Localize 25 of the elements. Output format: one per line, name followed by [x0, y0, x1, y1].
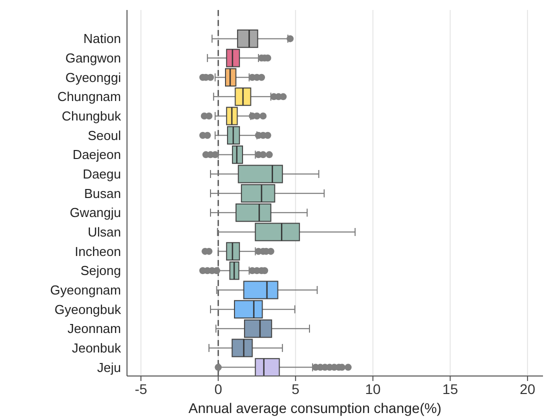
x-tick-label: 10: [365, 381, 381, 397]
y-tick-label: Seoul: [88, 128, 122, 143]
y-tick-label: Gangwon: [65, 50, 121, 66]
y-tick-label: Sejong: [80, 263, 121, 278]
y-tick-label: Daejeon: [72, 147, 121, 162]
y-tick-label: Ulsan: [88, 224, 121, 240]
y-tick-label: Incheon: [74, 244, 121, 259]
x-tick-label: 5: [292, 381, 300, 397]
y-tick-label: Gwangju: [70, 205, 121, 220]
y-tick-label: Gyeongbuk: [54, 302, 122, 317]
x-tick-label: 0: [214, 381, 222, 397]
x-tick-label: -5: [134, 381, 148, 397]
y-tick-label: Jeonbuk: [72, 340, 122, 356]
y-tick-label: Daegu: [82, 166, 121, 182]
y-tick-label: Gyeonggi: [65, 70, 122, 85]
y-tick-label: Nation: [83, 31, 121, 46]
y-tick-label: Jeju: [97, 360, 121, 375]
y-tick-label: Chungbuk: [62, 108, 122, 124]
y-tick-label: Gyeongnam: [50, 282, 121, 298]
y-tick-label: Busan: [84, 186, 121, 201]
y-tick-label: Jeonnam: [68, 321, 121, 336]
y-tick-label: Chungnam: [57, 89, 121, 104]
x-tick-label: 15: [442, 381, 458, 397]
x-axis-title: Annual average consumption change(%): [188, 400, 442, 416]
x-tick-label: 20: [520, 381, 536, 397]
